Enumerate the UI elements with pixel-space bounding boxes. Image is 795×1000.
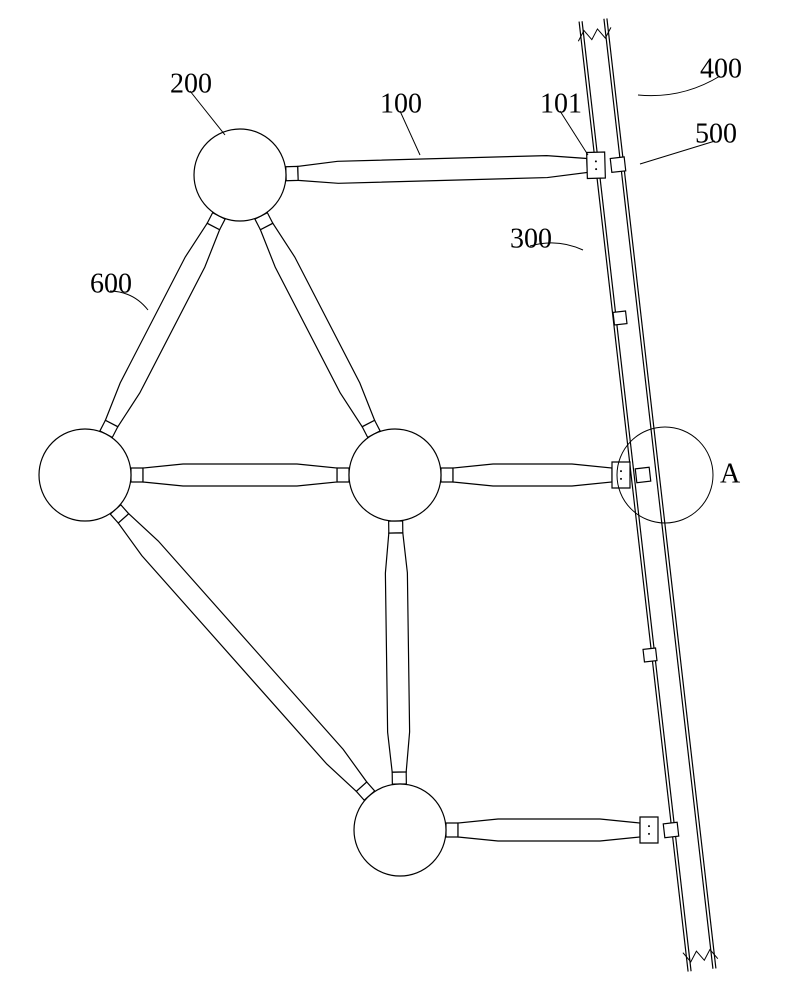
ref-label-600: 600 bbox=[90, 268, 132, 299]
ref-label-200: 200 bbox=[170, 68, 212, 99]
ref-label-400: 400 bbox=[700, 53, 742, 84]
ref-label-500: 500 bbox=[695, 118, 737, 149]
ref-label-100: 100 bbox=[380, 88, 422, 119]
ref-label-101: 101 bbox=[540, 88, 582, 119]
ref-label-A: A bbox=[720, 458, 741, 489]
ref-label-300: 300 bbox=[510, 223, 552, 254]
